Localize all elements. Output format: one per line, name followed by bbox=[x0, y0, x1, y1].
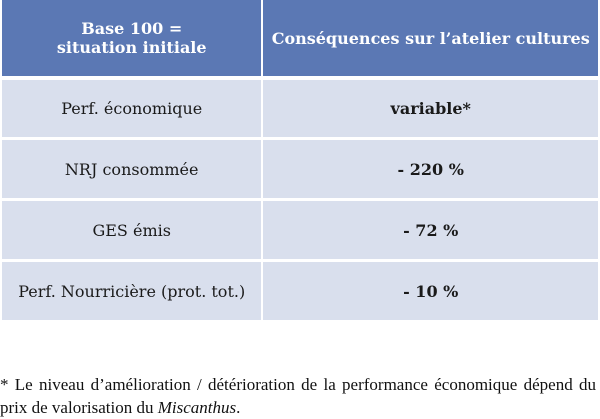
table-row: NRJ consommée - 220 % bbox=[2, 137, 598, 198]
row-label: GES émis bbox=[2, 198, 264, 259]
row-value: - 72 % bbox=[263, 198, 598, 259]
row-label: NRJ consommée bbox=[2, 137, 264, 198]
row-value: - 10 % bbox=[263, 259, 598, 320]
row-value: - 220 % bbox=[263, 137, 598, 198]
footnote-text: * Le niveau d’amélioration / détériorati… bbox=[0, 375, 596, 417]
header-consequences: Conséquences sur l’atelier cultures bbox=[263, 0, 598, 76]
table-row: Perf. Nourricière (prot. tot.) - 10 % bbox=[2, 259, 598, 320]
footnote: * Le niveau d’amélioration / détériorati… bbox=[0, 373, 596, 419]
row-label: Perf. économique bbox=[2, 76, 264, 137]
header-consequences-label: Conséquences sur l’atelier cultures bbox=[271, 28, 590, 48]
table-row: Perf. économique variable* bbox=[2, 76, 598, 137]
table-row: GES émis - 72 % bbox=[2, 198, 598, 259]
row-value: variable* bbox=[263, 76, 598, 137]
header-baseline: Base 100 = situation initiale bbox=[2, 0, 264, 76]
results-table: Base 100 = situation initiale Conséquenc… bbox=[2, 0, 598, 320]
table-header-row: Base 100 = situation initiale Conséquenc… bbox=[2, 0, 598, 76]
row-label: Perf. Nourricière (prot. tot.) bbox=[2, 259, 264, 320]
header-baseline-label: Base 100 = situation initiale bbox=[56, 19, 207, 57]
